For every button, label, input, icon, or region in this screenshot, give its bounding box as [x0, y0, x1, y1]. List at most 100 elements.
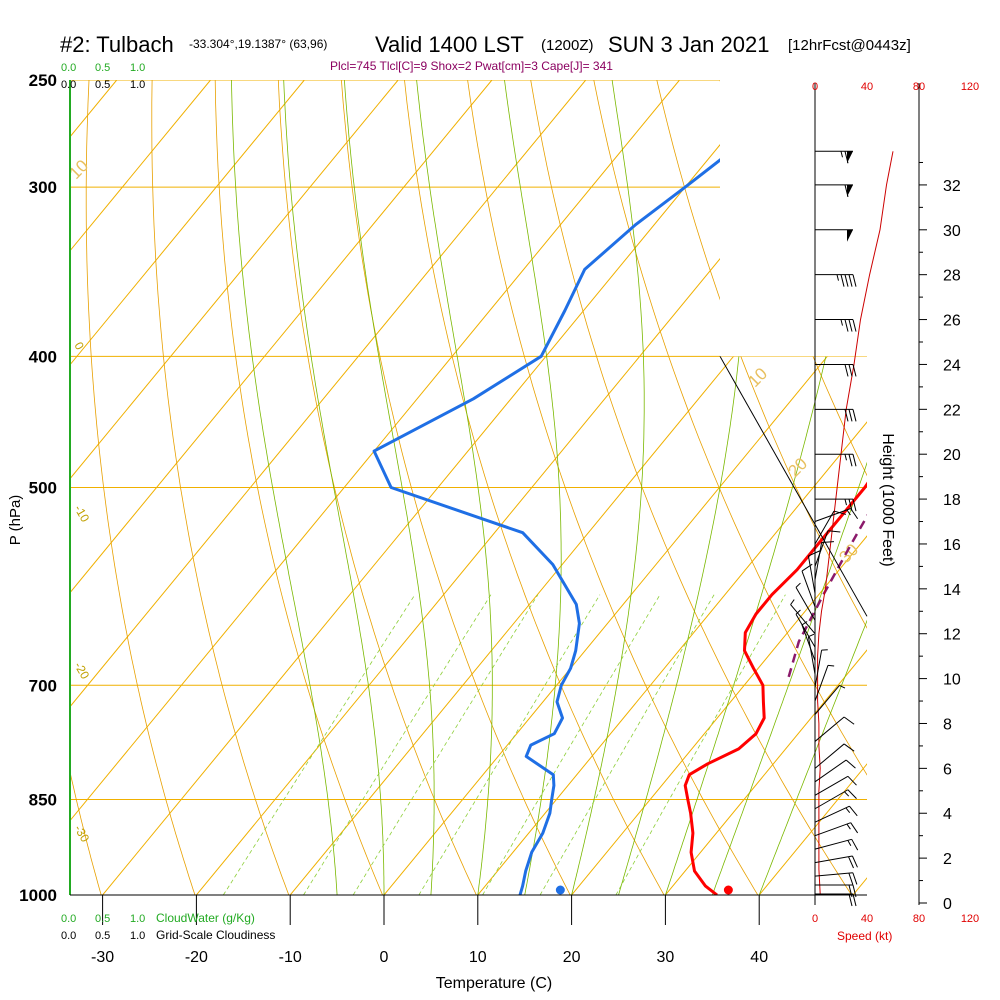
- isotherm--50: [70, 80, 587, 895]
- wind-barb-feather: [847, 775, 857, 786]
- height-tick-8: 8: [943, 716, 952, 733]
- height-tick-10: 10: [943, 672, 961, 689]
- wind-barb-feather: [848, 409, 853, 422]
- wind-barb-staff: [814, 716, 845, 742]
- cloudwater-tick-2: 1.0: [130, 913, 145, 925]
- wind-barb-feather: [845, 759, 856, 769]
- mixing-ratio-label: 3: [344, 903, 361, 917]
- wind-barb-staff: [814, 805, 850, 823]
- isotherm--90: [70, 80, 211, 895]
- wind-barb-half-feather: [836, 274, 839, 281]
- station-coords: -33.304°,19.1387° (63,96): [189, 37, 327, 51]
- moist-adiabat: [504, 80, 562, 895]
- wind-barb-feather: [851, 839, 859, 851]
- wind-barb-flag: [847, 229, 853, 242]
- forecast-info: [12hrFcst@0443z]: [788, 37, 911, 54]
- wind-barb-staff: [814, 542, 823, 580]
- isotherm--60: [70, 80, 493, 895]
- wind-barb-staff: [795, 614, 816, 648]
- wind-barb-feather: [852, 409, 857, 422]
- cloudwater-label: CloudWater (g/Kg): [156, 911, 255, 925]
- wind-barb: [814, 649, 828, 688]
- dry-adiabat: [593, 80, 867, 895]
- wind-barb-staff: [795, 587, 816, 621]
- dewpoint-line: [372, 106, 785, 895]
- height-tick-18: 18: [943, 492, 961, 509]
- wind-barb: [815, 319, 857, 332]
- pressure-tick-500: 500: [29, 479, 57, 498]
- wind-barb: [814, 855, 858, 869]
- dry-adiabat-label: -30: [71, 823, 92, 845]
- wind-barb-feather: [852, 364, 857, 377]
- mixing-ratio-line: [303, 594, 492, 895]
- wind-barb-staff: [814, 650, 823, 688]
- wind-barb-staff: [814, 759, 847, 783]
- mixing-ratio-label: 2: [295, 903, 312, 917]
- surface-dewpoint-marker: [555, 885, 565, 895]
- isotherm--40: [70, 80, 680, 895]
- pressure-tick-1000: 1000: [19, 886, 57, 905]
- wind-barb-half-feather: [795, 609, 801, 615]
- wind-barb-half-feather: [846, 509, 851, 516]
- cloudwater-tick-top-0: 0.0: [61, 62, 76, 74]
- dry-adiabat: [277, 80, 477, 895]
- wind-barb-feather: [848, 856, 854, 869]
- wind-barb-feather: [852, 893, 857, 907]
- wind-barb-staff: [814, 872, 853, 877]
- valid-zulu: (1200Z): [541, 37, 594, 54]
- isotherm--30: [102, 80, 774, 895]
- wind-barb-staff: [814, 510, 835, 545]
- wind-barb-feather: [850, 822, 859, 834]
- wind-barb-half-feather: [827, 664, 835, 667]
- height-tick-0: 0: [943, 896, 952, 913]
- wind-barb-flag: [847, 184, 853, 197]
- wind-barb-staff: [814, 743, 845, 769]
- wind-barb-feather: [852, 872, 858, 885]
- wind-barb-feather: [843, 743, 855, 752]
- tropopause-edge: [719, 356, 868, 617]
- cloudiness-label: Grid-Scale Cloudiness: [156, 928, 275, 942]
- temp-tick--20: -20: [185, 949, 208, 966]
- wind-barb: [814, 838, 859, 851]
- wind-barb: [814, 775, 857, 796]
- wind-barb: [814, 743, 855, 769]
- pressure-tick-250: 250: [29, 71, 57, 90]
- wind-barb-feather: [844, 184, 849, 198]
- wind-barb-half-feather: [844, 498, 847, 506]
- dry-adiabat: [214, 80, 383, 895]
- mixing-ratio-label: 8: [473, 903, 490, 917]
- wind-barb-half-feather: [840, 151, 843, 158]
- wind-barb-staff: [814, 855, 853, 864]
- wind-barb: [795, 582, 816, 621]
- isotherm--110: [0, 80, 23, 895]
- sounding-series: [372, 106, 867, 895]
- pressure-tick-300: 300: [29, 178, 57, 197]
- wind-barb-feather: [852, 454, 857, 467]
- dry-adiabat-label: -20: [71, 660, 92, 682]
- speed-label: Speed (kt): [837, 929, 892, 943]
- wind-barb-feather: [808, 550, 820, 557]
- cloudiness-tick-0: 0.0: [61, 930, 76, 942]
- dry-adiabat: [972, 80, 1000, 895]
- height-tick-4: 4: [943, 806, 952, 823]
- wind-barb-half-feather: [795, 582, 801, 588]
- wind-barb: [795, 609, 816, 648]
- mixing-ratio-label: 12: [531, 896, 551, 916]
- cloudwater-tick-1: 0.5: [95, 913, 110, 925]
- wind-barb-staff: [801, 624, 816, 661]
- mixing-ratio-line: [418, 594, 601, 895]
- wind-barb: [801, 621, 816, 661]
- isotherm--70: [70, 80, 399, 895]
- wind-barb-feather: [849, 805, 858, 817]
- wind-barb: [815, 150, 853, 164]
- dry-adiabat-label: -10: [71, 503, 92, 525]
- moist-adiabat: [283, 80, 385, 895]
- cloudiness-tick-top-0: 0.0: [61, 79, 76, 91]
- isotherm-20: [571, 80, 867, 895]
- cloudiness-tick-top-2: 1.0: [130, 79, 145, 91]
- mixing-ratio-line: [539, 594, 715, 895]
- height-tick-16: 16: [943, 537, 961, 554]
- isotherm--80: [70, 80, 305, 895]
